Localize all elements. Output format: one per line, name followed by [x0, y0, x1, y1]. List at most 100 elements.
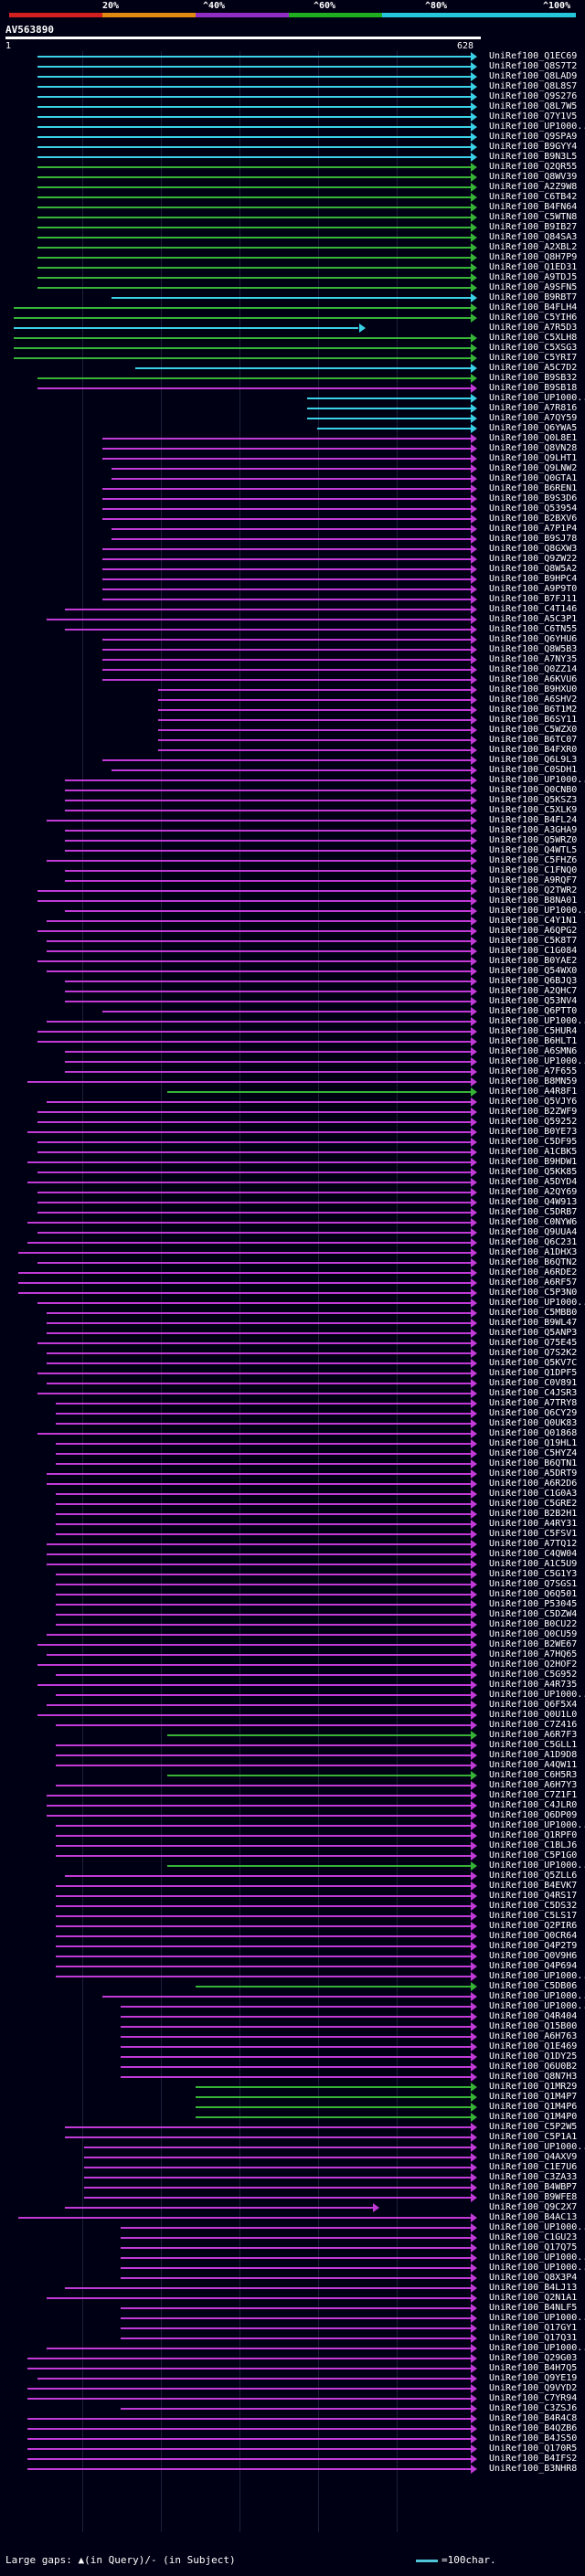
- hit-label[interactable]: UniRef100_A7F655: [489, 1066, 578, 1076]
- hit-label[interactable]: UniRef100_C1G084: [489, 946, 578, 956]
- hit-label[interactable]: UniRef100_A7HQ65: [489, 1649, 578, 1659]
- hit-label[interactable]: UniRef100_C5P1G0: [489, 1850, 578, 1860]
- hit-row[interactable]: UniRef100_Q1MR29: [0, 2082, 585, 2093]
- hit-row[interactable]: UniRef100_Q0V9H6: [0, 1951, 585, 1962]
- hit-row[interactable]: UniRef100_C4JSR3: [0, 1388, 585, 1399]
- hit-row[interactable]: UniRef100_B4R4C8: [0, 2413, 585, 2424]
- hit-label[interactable]: UniRef100_Q1M4P7: [489, 2092, 578, 2102]
- hit-label[interactable]: UniRef100_A6KVU6: [489, 674, 578, 684]
- hit-row[interactable]: UniRef100_Q170R5: [0, 2443, 585, 2454]
- hit-label[interactable]: UniRef100_B4QZB6: [489, 2423, 578, 2433]
- hit-label[interactable]: UniRef100_Q9C2X7: [489, 2202, 578, 2212]
- hit-row[interactable]: UniRef100_Q0CR64: [0, 1931, 585, 1942]
- hit-label[interactable]: UniRef100_Q6Q501: [489, 1589, 578, 1599]
- hit-row[interactable]: UniRef100_B4AC13: [0, 2212, 585, 2223]
- hit-row[interactable]: UniRef100_C5DRB7: [0, 1207, 585, 1218]
- hit-label[interactable]: UniRef100_UP1000...: [489, 906, 585, 916]
- hit-label[interactable]: UniRef100_C1BLJ6: [489, 1840, 578, 1850]
- hit-row[interactable]: UniRef100_Q2HOF2: [0, 1659, 585, 1670]
- hit-label[interactable]: UniRef100_Q1M4P0: [489, 2112, 578, 2122]
- hit-row[interactable]: UniRef100_Q54WX0: [0, 966, 585, 977]
- hit-label[interactable]: UniRef100_B4LJ13: [489, 2283, 578, 2293]
- hit-label[interactable]: UniRef100_B4H7Q5: [489, 2363, 578, 2373]
- hit-row[interactable]: UniRef100_B4IFS2: [0, 2454, 585, 2465]
- hit-label[interactable]: UniRef100_B2WE67: [489, 1639, 578, 1649]
- hit-label[interactable]: UniRef100_A1DHX3: [489, 1247, 578, 1257]
- hit-row[interactable]: UniRef100_C4Y1N1: [0, 916, 585, 927]
- hit-row[interactable]: UniRef100_A9TDJ5: [0, 272, 585, 283]
- hit-row[interactable]: UniRef100_Q7S2K2: [0, 1348, 585, 1359]
- hit-row[interactable]: UniRef100_C5DF95: [0, 1137, 585, 1148]
- hit-label[interactable]: UniRef100_UP1000...: [489, 2222, 585, 2232]
- hit-row[interactable]: UniRef100_UP1000...: [0, 2253, 585, 2263]
- hit-label[interactable]: UniRef100_B4NLF5: [489, 2303, 578, 2313]
- hit-row[interactable]: UniRef100_Q9SPA9: [0, 132, 585, 143]
- hit-row[interactable]: UniRef100_A7F655: [0, 1066, 585, 1077]
- hit-label[interactable]: UniRef100_C5XLK9: [489, 805, 578, 815]
- hit-label[interactable]: UniRef100_Q8W5A2: [489, 564, 578, 574]
- hit-row[interactable]: UniRef100_C6H5R3: [0, 1770, 585, 1781]
- hit-label[interactable]: UniRef100_C6TB42: [489, 192, 578, 202]
- hit-label[interactable]: UniRef100_B8NA01: [489, 896, 578, 906]
- hit-label[interactable]: UniRef100_C6TN55: [489, 624, 578, 634]
- hit-label[interactable]: UniRef100_B9RBT7: [489, 292, 578, 302]
- hit-row[interactable]: UniRef100_B0YE73: [0, 1127, 585, 1138]
- hit-row[interactable]: UniRef100_Q4R404: [0, 2011, 585, 2022]
- hit-row[interactable]: UniRef100_UP1000...: [0, 2263, 585, 2274]
- hit-row[interactable]: UniRef100_C1BLJ6: [0, 1840, 585, 1851]
- hit-row[interactable]: UniRef100_B6HLT1: [0, 1036, 585, 1047]
- hit-label[interactable]: UniRef100_Q0U1L0: [489, 1710, 578, 1720]
- hit-row[interactable]: UniRef100_Q9LNW2: [0, 463, 585, 474]
- hit-label[interactable]: UniRef100_A3GHA9: [489, 825, 578, 835]
- hit-label[interactable]: UniRef100_Q17Q31: [489, 2333, 578, 2343]
- hit-label[interactable]: UniRef100_A6SMN6: [489, 1046, 578, 1056]
- hit-label[interactable]: UniRef100_C1FNQ0: [489, 865, 578, 875]
- hit-label[interactable]: UniRef100_Q6YHU6: [489, 634, 578, 644]
- hit-label[interactable]: UniRef100_A6R2D6: [489, 1479, 578, 1489]
- hit-label[interactable]: UniRef100_Q4RS17: [489, 1891, 578, 1901]
- hit-label[interactable]: UniRef100_A4R735: [489, 1680, 578, 1690]
- hit-row[interactable]: UniRef100_Q5KSZ3: [0, 795, 585, 806]
- hit-row[interactable]: UniRef100_Q6BJQ3: [0, 976, 585, 987]
- hit-row[interactable]: UniRef100_UP1000...: [0, 2343, 585, 2354]
- hit-label[interactable]: UniRef100_Q8S7T2: [489, 61, 578, 71]
- hit-row[interactable]: UniRef100_Q4RS17: [0, 1891, 585, 1902]
- hit-row[interactable]: UniRef100_UP1000...: [0, 1690, 585, 1701]
- hit-row[interactable]: UniRef100_A7R5D3: [0, 323, 585, 334]
- hit-row[interactable]: UniRef100_A2QY69: [0, 1187, 585, 1198]
- hit-row[interactable]: UniRef100_B4FL24: [0, 815, 585, 826]
- hit-label[interactable]: UniRef100_Q19HL1: [489, 1438, 578, 1448]
- hit-row[interactable]: UniRef100_Q8S7T2: [0, 61, 585, 72]
- hit-label[interactable]: UniRef100_C5P1A1: [489, 2132, 578, 2142]
- hit-label[interactable]: UniRef100_B4FXR0: [489, 745, 578, 755]
- hit-row[interactable]: UniRef100_A5DRT9: [0, 1468, 585, 1479]
- hit-row[interactable]: UniRef100_Q6C231: [0, 1237, 585, 1248]
- hit-label[interactable]: UniRef100_Q1ED31: [489, 262, 578, 272]
- hit-row[interactable]: UniRef100_Q5ZLL6: [0, 1871, 585, 1882]
- hit-label[interactable]: UniRef100_B9HXU0: [489, 684, 578, 694]
- hit-row[interactable]: UniRef100_C5XLH8: [0, 333, 585, 344]
- hit-row[interactable]: UniRef100_Q1M4P7: [0, 2092, 585, 2103]
- hit-row[interactable]: UniRef100_Q1E469: [0, 2041, 585, 2052]
- hit-label[interactable]: UniRef100_B9SJ78: [489, 534, 578, 544]
- hit-row[interactable]: UniRef100_C5DB06: [0, 1981, 585, 1992]
- hit-row[interactable]: UniRef100_B0CU22: [0, 1619, 585, 1630]
- hit-row[interactable]: UniRef100_Q5KK85: [0, 1167, 585, 1178]
- hit-label[interactable]: UniRef100_C5GRE2: [489, 1499, 578, 1509]
- hit-row[interactable]: UniRef100_C5DZW4: [0, 1609, 585, 1620]
- hit-label[interactable]: UniRef100_C5FSV1: [489, 1529, 578, 1539]
- hit-row[interactable]: UniRef100_B4NLF5: [0, 2303, 585, 2314]
- hit-label[interactable]: UniRef100_Q0CU59: [489, 1629, 578, 1639]
- hit-label[interactable]: UniRef100_Q9S276: [489, 91, 578, 101]
- hit-row[interactable]: UniRef100_Q0ZZ14: [0, 664, 585, 675]
- hit-label[interactable]: UniRef100_B4FL24: [489, 815, 578, 825]
- hit-row[interactable]: UniRef100_Q75E45: [0, 1338, 585, 1349]
- hit-row[interactable]: UniRef100_B9WFE8: [0, 2192, 585, 2203]
- hit-label[interactable]: UniRef100_C5FHZ6: [489, 855, 578, 865]
- hit-label[interactable]: UniRef100_Q75E45: [489, 1338, 578, 1348]
- hit-label[interactable]: UniRef100_C5XLH8: [489, 333, 578, 343]
- hit-label[interactable]: UniRef100_A7QY59: [489, 413, 578, 423]
- hit-label[interactable]: UniRef100_UP1000...: [489, 1016, 585, 1026]
- hit-row[interactable]: UniRef100_C5WZX0: [0, 725, 585, 736]
- hit-row[interactable]: UniRef100_C7Z1F1: [0, 1790, 585, 1801]
